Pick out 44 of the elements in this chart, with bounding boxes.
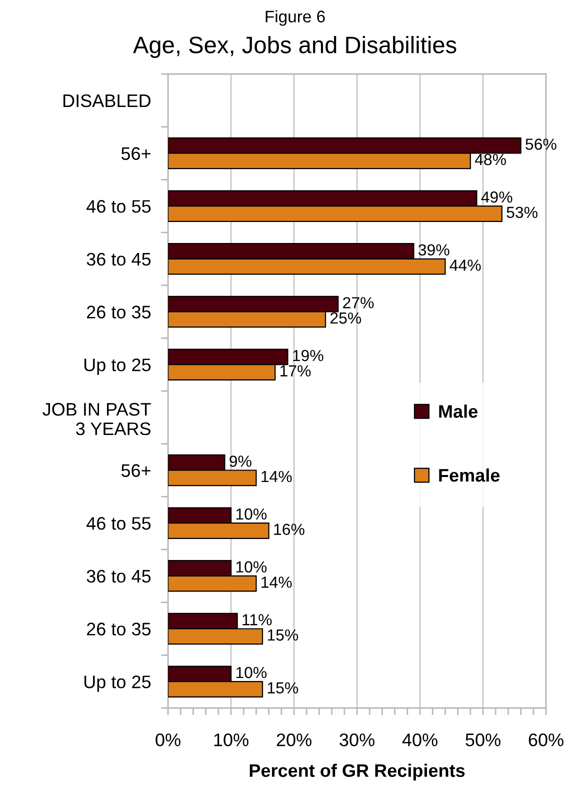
- data-label: 14%: [262, 470, 292, 482]
- data-label: 15%: [268, 629, 298, 641]
- y-tick-label: 56+: [121, 147, 150, 160]
- data-label: 17%: [280, 365, 311, 376]
- data-label: 48%: [474, 154, 506, 166]
- y-tick-label: 46 to 55: [86, 200, 151, 213]
- data-label: 11%: [242, 614, 272, 626]
- data-label: 44%: [450, 260, 481, 271]
- data-label: 49%: [481, 191, 512, 203]
- y-tick-label: 26 to 35: [86, 306, 151, 318]
- x-axis-title: Percent of GR Recipients: [250, 764, 465, 781]
- data-label: 9%: [230, 456, 252, 467]
- y-tick-label: 36 to 45: [86, 570, 151, 583]
- data-label: 16%: [274, 524, 304, 536]
- data-label: 19%: [293, 350, 324, 362]
- legend-label: Female: [439, 468, 500, 482]
- x-tick-label: 20%: [276, 733, 312, 746]
- legend-label: Male: [439, 404, 478, 418]
- data-label: 14%: [262, 576, 292, 588]
- y-tick-label: 46 to 55: [86, 517, 151, 530]
- y-tick-label: JOB IN PAST 3 YEARS: [42, 402, 151, 436]
- data-label: 15%: [268, 682, 298, 694]
- x-tick-label: 60%: [528, 733, 564, 746]
- data-label: 27%: [343, 297, 374, 308]
- data-label: 25%: [330, 312, 362, 324]
- y-tick-label: 36 to 45: [86, 252, 151, 266]
- chart-subtitle: Figure 6: [266, 10, 325, 26]
- data-label: 53%: [506, 206, 538, 218]
- chart-title: Age, Sex, Jobs and Disabilities: [132, 36, 456, 58]
- data-label: 10%: [236, 508, 267, 520]
- data-label: 10%: [236, 561, 267, 573]
- y-tick-label: Up to 25: [84, 676, 151, 692]
- y-tick-label: 26 to 35: [86, 622, 151, 636]
- y-tick-label: DISABLED: [64, 94, 150, 108]
- x-tick-label: 0%: [156, 733, 180, 746]
- x-tick-label: 30%: [340, 733, 374, 746]
- x-tick-label: 40%: [402, 733, 438, 746]
- data-label: 39%: [418, 244, 450, 256]
- y-tick-label: Up to 25: [84, 358, 151, 375]
- data-label: 56%: [526, 138, 556, 150]
- y-tick-label: 56+: [121, 464, 150, 477]
- data-label: 10%: [236, 666, 267, 678]
- x-tick-label: 50%: [466, 733, 500, 746]
- x-tick-label: 10%: [214, 733, 248, 746]
